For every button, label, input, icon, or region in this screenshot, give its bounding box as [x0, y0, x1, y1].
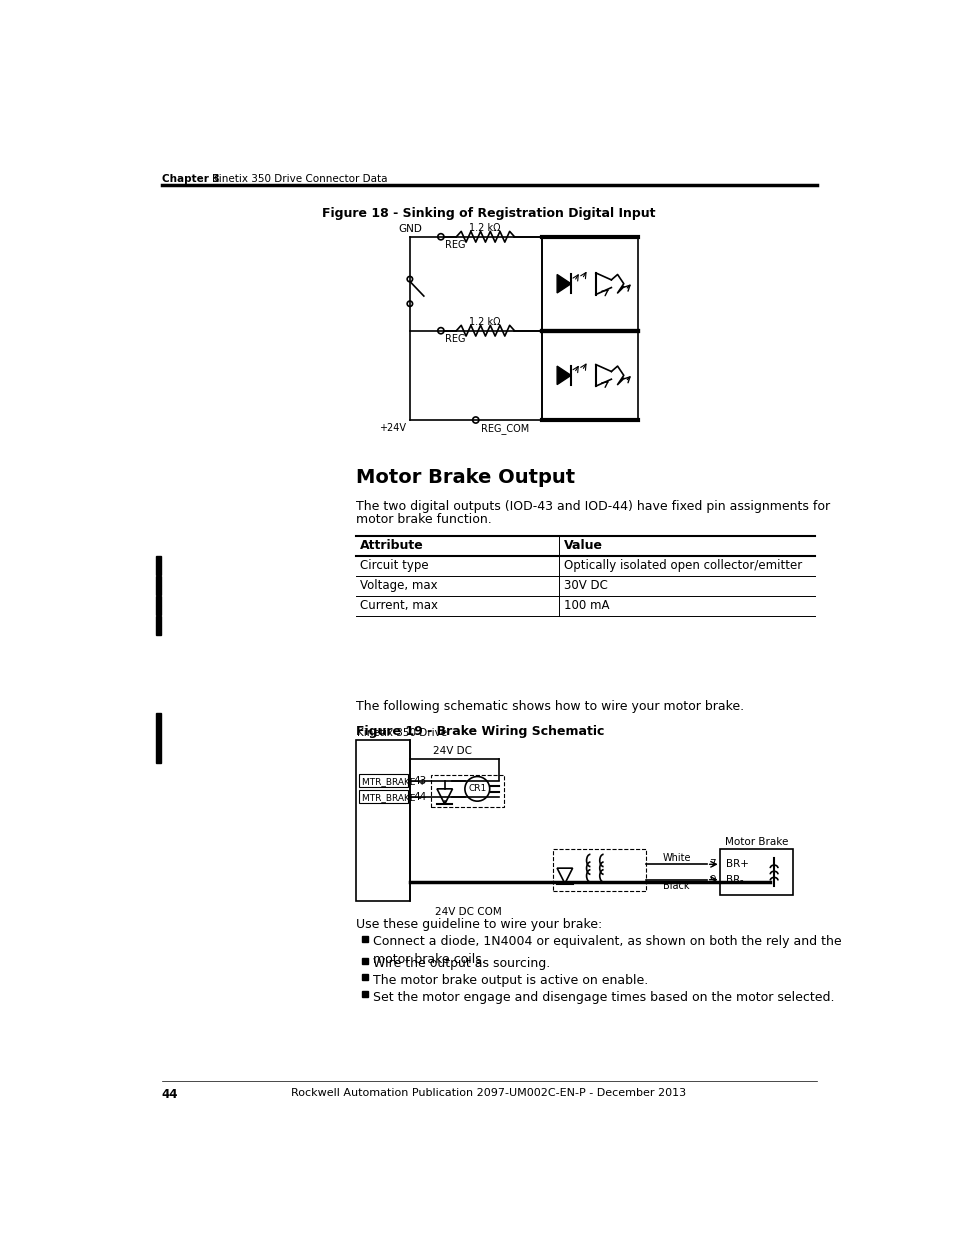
Text: +24V: +24V [378, 424, 406, 433]
Bar [155, 576, 161, 595]
Bar [155, 615, 161, 635]
Text: Figure 18 - Sinking of Registration Digital Input: Figure 18 - Sinking of Registration Digi… [322, 206, 655, 220]
Text: 1.2 kΩ: 1.2 kΩ [469, 317, 500, 327]
Text: 100 mA: 100 mA [563, 599, 609, 613]
Text: 9: 9 [708, 874, 715, 884]
Text: Voltage, max: Voltage, max [360, 579, 437, 593]
Text: Kinetix 350 Drive Connector Data: Kinetix 350 Drive Connector Data [212, 174, 387, 184]
Bar [553, 848, 645, 892]
Text: 43: 43 [413, 776, 426, 787]
Text: Motor Brake Output: Motor Brake Output [355, 468, 574, 487]
Text: MTR_BRAKE +: MTR_BRAKE + [361, 777, 425, 785]
Text: REG_COM: REG_COM [480, 424, 529, 433]
Polygon shape [557, 366, 571, 384]
Bar [431, 776, 503, 806]
Text: Attribute: Attribute [360, 540, 423, 552]
Text: REG: REG [444, 240, 465, 249]
Bar [359, 790, 407, 804]
Text: Circuit type: Circuit type [360, 559, 429, 572]
Bar [155, 556, 161, 574]
Text: Figure 19 - Brake Wiring Schematic: Figure 19 - Brake Wiring Schematic [355, 725, 603, 739]
Text: 7: 7 [708, 860, 715, 869]
Text: 30V DC: 30V DC [563, 579, 607, 593]
Text: BR+: BR+ [725, 860, 748, 869]
Text: 44: 44 [413, 793, 426, 803]
Text: Kinetix 350 Drive: Kinetix 350 Drive [356, 727, 447, 739]
Bar [355, 740, 410, 902]
Text: Value: Value [563, 540, 602, 552]
Text: 24V DC: 24V DC [433, 746, 472, 757]
Text: 44: 44 [162, 1088, 178, 1100]
Bar [359, 774, 407, 787]
Bar [720, 848, 793, 895]
Text: Use these guideline to wire your brake:: Use these guideline to wire your brake: [355, 918, 601, 931]
Text: Motor Brake: Motor Brake [724, 837, 787, 847]
Text: The two digital outputs (IOD-43 and IOD-44) have fixed pin assignments for: The two digital outputs (IOD-43 and IOD-… [355, 500, 829, 513]
Text: Current, max: Current, max [360, 599, 437, 613]
Text: Connect a diode, 1N4004 or equivalent, as shown on both the rely and the
motor b: Connect a diode, 1N4004 or equivalent, a… [373, 935, 841, 966]
Text: Set the motor engage and disengage times based on the motor selected.: Set the motor engage and disengage times… [373, 990, 834, 1004]
Text: REG: REG [444, 333, 465, 343]
Bar [155, 595, 161, 615]
Text: White: White [661, 852, 690, 863]
Text: 24V DC COM: 24V DC COM [435, 908, 501, 918]
Text: Rockwell Automation Publication 2097-UM002C-EN-P - December 2013: Rockwell Automation Publication 2097-UM0… [291, 1088, 686, 1098]
Text: Optically isolated open collector/emitter: Optically isolated open collector/emitte… [563, 559, 801, 572]
Text: BR-: BR- [725, 874, 743, 884]
Text: Chapter 3: Chapter 3 [162, 174, 219, 184]
Text: The motor brake output is active on enable.: The motor brake output is active on enab… [373, 973, 648, 987]
Text: motor brake function.: motor brake function. [355, 514, 491, 526]
Text: Black: Black [662, 882, 689, 892]
Text: CR1: CR1 [468, 784, 486, 793]
Text: MTR_BRAKE -: MTR_BRAKE - [361, 793, 421, 802]
Text: The following schematic shows how to wire your motor brake.: The following schematic shows how to wir… [355, 699, 743, 713]
Text: Wire the output as sourcing.: Wire the output as sourcing. [373, 957, 550, 969]
Bar [155, 714, 161, 763]
Text: 1.2 kΩ: 1.2 kΩ [469, 222, 500, 233]
Text: GND: GND [397, 225, 421, 235]
Polygon shape [557, 274, 571, 293]
